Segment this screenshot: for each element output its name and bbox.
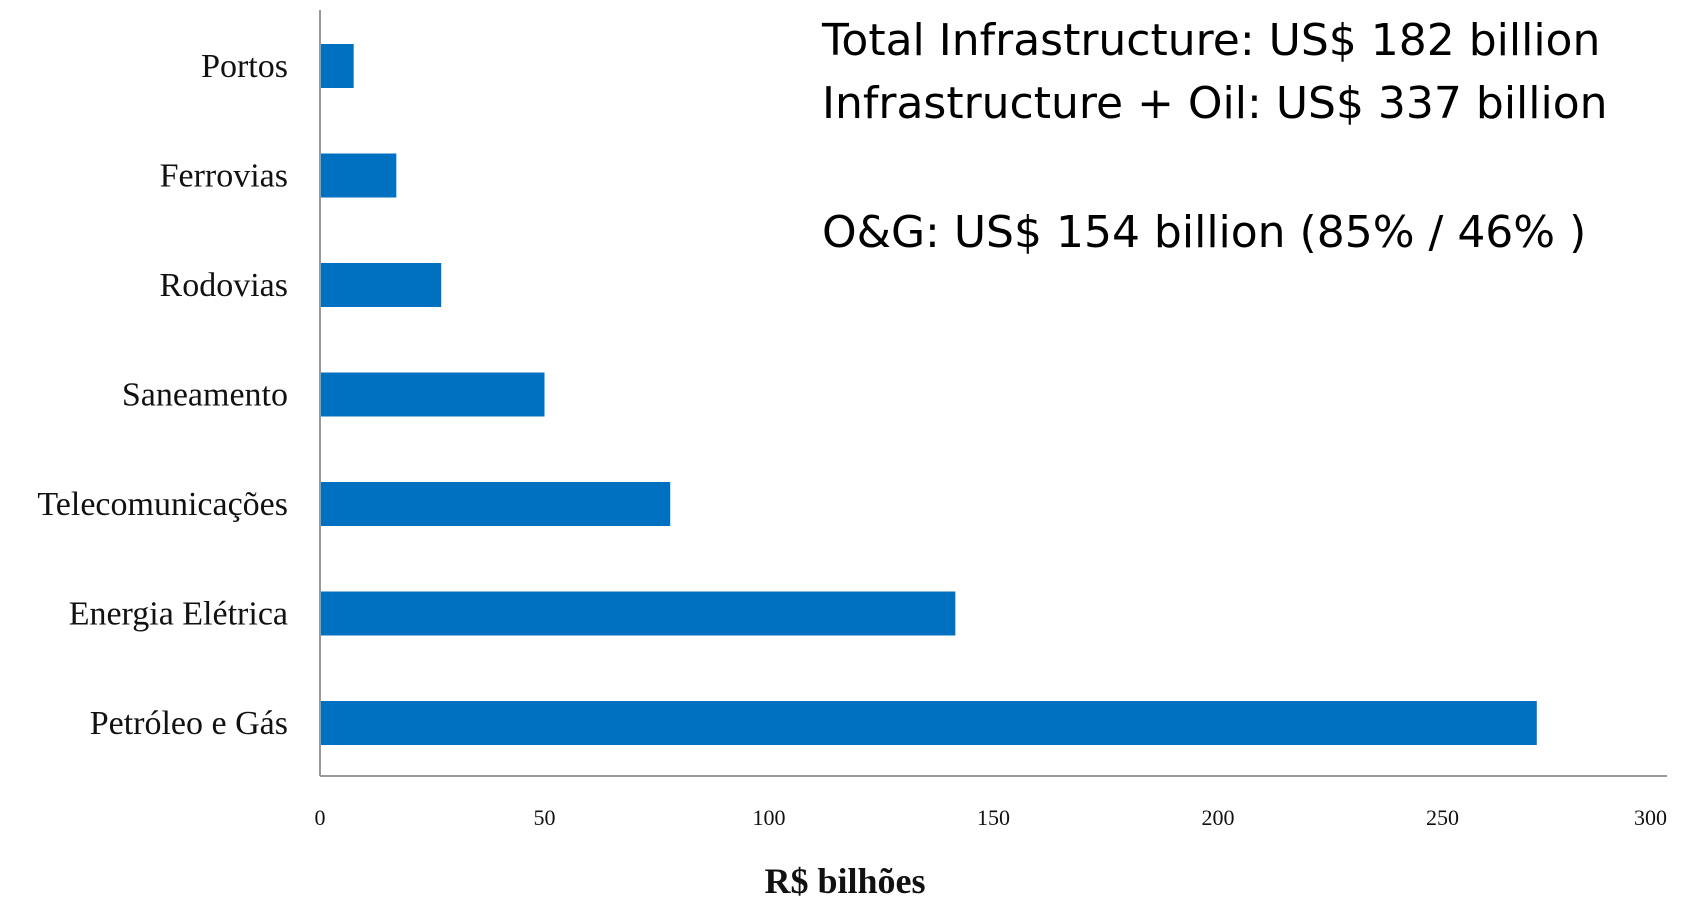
x-axis-title: R$ bilhões bbox=[764, 861, 925, 899]
axes-layer bbox=[319, 10, 1667, 777]
x-tick-label-0: 0 bbox=[315, 805, 326, 830]
bars-layer bbox=[320, 44, 1537, 745]
x-tick-label-250: 250 bbox=[1426, 805, 1459, 830]
annotations: Total Infrastructure: US$ 182 billion In… bbox=[821, 15, 1608, 258]
category-labels: Portos Ferrovias Rodovias Saneamento Telecom… bbox=[37, 48, 288, 742]
category-label-petroleo-e-gas: Petróleo e Gás bbox=[90, 705, 288, 742]
bar-petroleo-e-gas bbox=[320, 701, 1537, 745]
x-tick-label-50: 50 bbox=[534, 805, 556, 830]
bar-saneamento bbox=[320, 372, 545, 417]
annotation-total-infrastructure: Total Infrastructure: US$ 182 billion bbox=[821, 15, 1600, 66]
bar-portos bbox=[320, 44, 354, 88]
x-tick-labels: 0 50 100 150 200 250 300 bbox=[315, 805, 1668, 830]
category-label-saneamento: Saneamento bbox=[122, 377, 288, 414]
category-label-energia-eletrica: Energia Elétrica bbox=[69, 596, 288, 633]
bar-rodovias bbox=[320, 263, 442, 307]
x-tick-label-150: 150 bbox=[977, 805, 1010, 830]
category-label-telecomunicacoes: Telecomunicações bbox=[37, 486, 288, 523]
category-label-portos: Portos bbox=[201, 48, 288, 85]
category-label-rodovias: Rodovias bbox=[160, 267, 288, 304]
x-tick-label-300: 300 bbox=[1634, 805, 1667, 830]
x-tick-label-200: 200 bbox=[1202, 805, 1235, 830]
annotation-oil-and-gas: O&G: US$ 154 billion (85% / 46% ) bbox=[822, 207, 1586, 258]
bar-ferrovias bbox=[320, 153, 397, 198]
bar-energia-eletrica bbox=[320, 591, 956, 636]
category-label-ferrovias: Ferrovias bbox=[160, 158, 288, 195]
annotation-infrastructure-plus-oil: Infrastructure + Oil: US$ 337 billion bbox=[822, 78, 1608, 129]
bar-telecomunicacoes bbox=[320, 482, 671, 526]
x-tick-label-100: 100 bbox=[753, 805, 786, 830]
